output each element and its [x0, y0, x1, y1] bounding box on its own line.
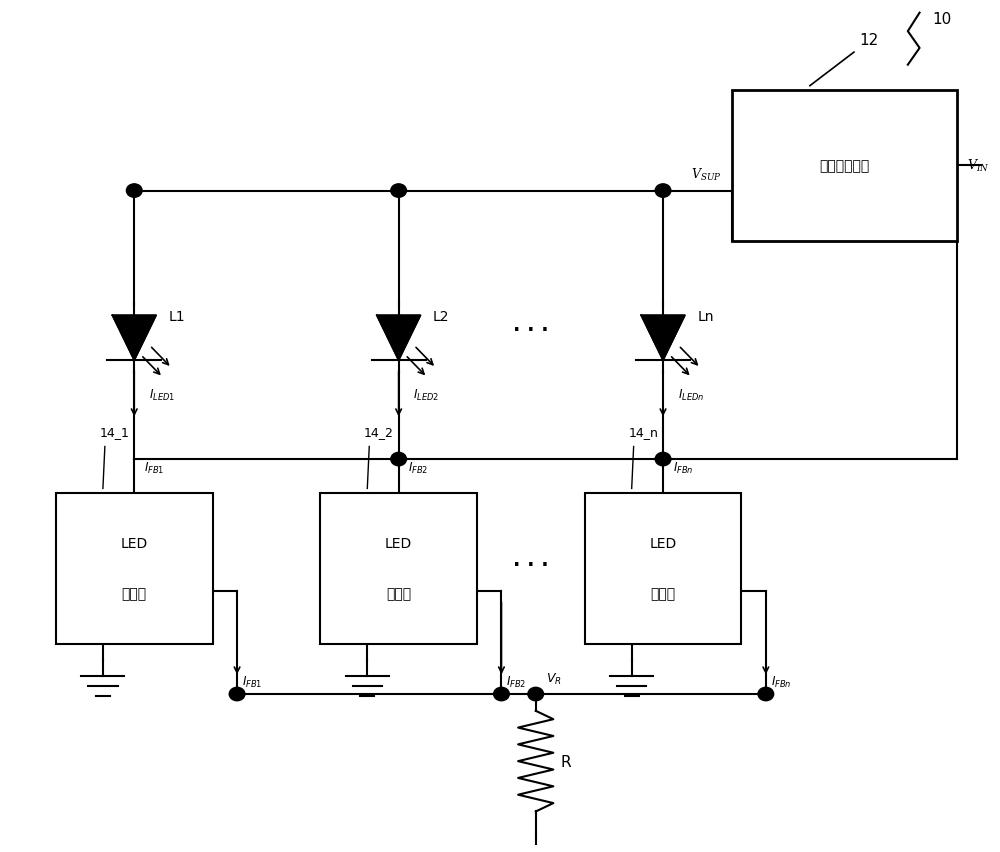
Circle shape [494, 688, 509, 701]
Bar [732, 91, 957, 242]
Text: $V_{SUP}$: $V_{SUP}$ [691, 167, 722, 183]
Circle shape [391, 452, 406, 466]
Text: $I_{FBn}$: $I_{FBn}$ [673, 460, 693, 475]
Text: L1: L1 [169, 310, 185, 324]
Polygon shape [377, 316, 421, 361]
Circle shape [655, 452, 671, 466]
Text: 驱动器: 驱动器 [122, 587, 147, 601]
Circle shape [391, 185, 406, 198]
Text: $V_R$: $V_R$ [546, 671, 561, 686]
Text: $I_{FB1}$: $I_{FB1}$ [242, 674, 262, 689]
Text: LED: LED [121, 537, 148, 550]
Text: $I_{FB2}$: $I_{FB2}$ [408, 460, 429, 475]
Bar [585, 493, 741, 644]
Circle shape [126, 185, 142, 198]
Text: $I_{FB2}$: $I_{FB2}$ [506, 674, 527, 689]
Text: $I_{LED2}$: $I_{LED2}$ [413, 387, 439, 402]
Text: $V_{IN}$: $V_{IN}$ [967, 158, 989, 174]
Text: 电压供给电路: 电压供给电路 [819, 159, 869, 173]
Circle shape [758, 688, 774, 701]
Bar [320, 493, 477, 644]
Text: LED: LED [385, 537, 412, 550]
Text: 10: 10 [932, 12, 952, 27]
Polygon shape [641, 316, 685, 361]
Text: L2: L2 [433, 310, 449, 324]
Circle shape [655, 185, 671, 198]
Text: 驱动器: 驱动器 [386, 587, 411, 601]
Circle shape [229, 688, 245, 701]
Circle shape [528, 688, 544, 701]
Text: 驱动器: 驱动器 [650, 587, 676, 601]
Text: . . .: . . . [513, 316, 549, 335]
Bar [56, 493, 213, 644]
Text: 14_n: 14_n [629, 426, 658, 439]
Text: 12: 12 [859, 33, 878, 48]
Text: 14_1: 14_1 [100, 426, 130, 439]
Polygon shape [112, 316, 156, 361]
Text: R: R [560, 754, 571, 769]
Text: Ln: Ln [697, 310, 714, 324]
Text: 14_2: 14_2 [364, 426, 394, 439]
Text: LED: LED [649, 537, 677, 550]
Text: $I_{LED1}$: $I_{LED1}$ [149, 387, 175, 402]
Text: $I_{LEDn}$: $I_{LEDn}$ [678, 387, 704, 402]
Text: . . .: . . . [513, 550, 549, 570]
Text: $I_{FBn}$: $I_{FBn}$ [771, 674, 791, 689]
Text: $I_{FB1}$: $I_{FB1}$ [144, 460, 164, 475]
